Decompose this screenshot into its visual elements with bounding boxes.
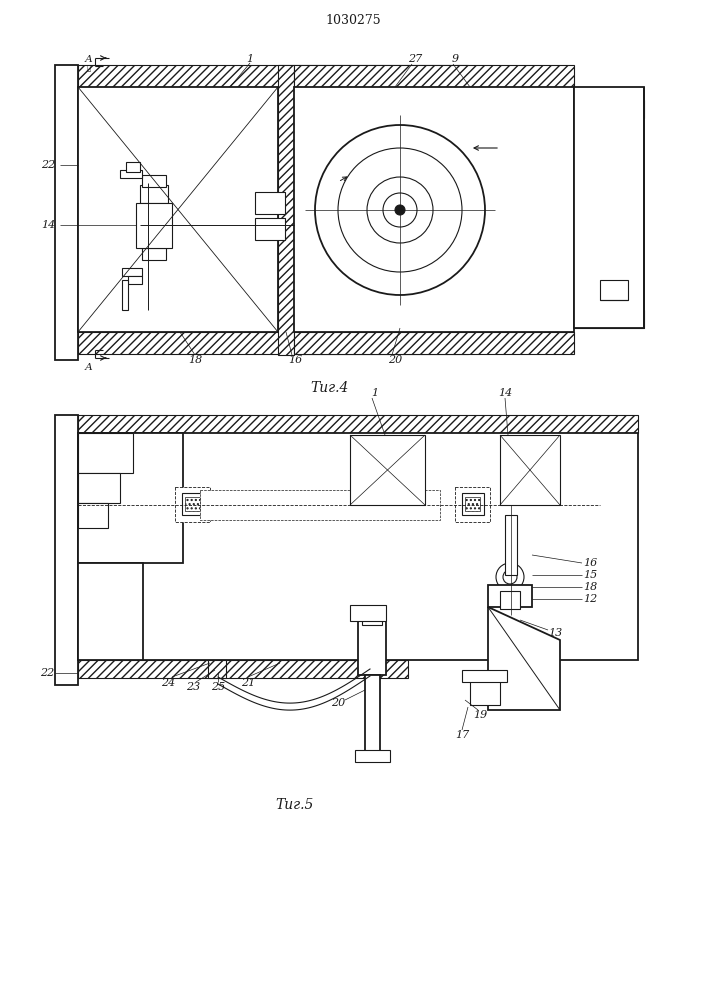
Text: А: А [85, 54, 93, 64]
Bar [78, 65, 468, 87]
Bar [350, 605, 386, 621]
Bar [358, 620, 386, 675]
Text: 25: 25 [211, 682, 225, 692]
Bar [182, 493, 204, 515]
Text: 14: 14 [41, 220, 55, 230]
Bar [278, 65, 294, 355]
Bar [78, 433, 133, 473]
Text: Τиг.4: Τиг.4 [311, 381, 349, 395]
Bar [122, 268, 142, 276]
Circle shape [395, 205, 405, 215]
Bar [255, 218, 285, 240]
Text: 14: 14 [498, 388, 512, 398]
Circle shape [315, 125, 485, 295]
Circle shape [338, 148, 462, 272]
Text: 1: 1 [371, 388, 378, 398]
Text: 9: 9 [452, 54, 459, 64]
Text: 22: 22 [40, 668, 54, 678]
Bar [140, 230, 168, 248]
Text: 22: 22 [41, 160, 55, 170]
Bar [78, 503, 108, 528]
Text: 24: 24 [161, 678, 175, 688]
Bar [126, 162, 140, 172]
Bar [365, 675, 380, 755]
Bar [505, 515, 517, 575]
Bar [78, 87, 278, 332]
Bar [574, 310, 644, 328]
Text: 19: 19 [473, 710, 487, 720]
Text: 18: 18 [188, 355, 202, 365]
Text: 21: 21 [241, 678, 255, 688]
Text: 1: 1 [247, 54, 254, 64]
Text: 1030275: 1030275 [325, 13, 381, 26]
Bar [574, 100, 644, 118]
Text: 16: 16 [583, 558, 597, 568]
Bar [294, 87, 574, 332]
Text: 27: 27 [408, 54, 422, 64]
Text: 16: 16 [288, 355, 302, 365]
Bar [78, 433, 183, 563]
Bar [78, 473, 120, 503]
Circle shape [383, 193, 417, 227]
Bar [362, 610, 382, 625]
Bar [294, 65, 574, 87]
Bar [136, 203, 172, 248]
Bar [55, 65, 78, 360]
Text: 23: 23 [186, 682, 200, 692]
Bar [600, 280, 628, 300]
Text: 17: 17 [455, 730, 469, 740]
Bar [142, 175, 166, 187]
Bar [462, 493, 484, 515]
Polygon shape [488, 607, 560, 710]
Bar [355, 750, 390, 762]
Bar [462, 670, 507, 682]
Text: 12: 12 [583, 594, 597, 604]
Bar [500, 435, 560, 505]
Bar [470, 675, 500, 705]
Text: 20: 20 [331, 698, 345, 708]
Bar [140, 185, 168, 203]
Circle shape [367, 177, 433, 243]
Circle shape [503, 570, 517, 584]
Bar [175, 487, 210, 522]
Text: Τиг.5: Τиг.5 [276, 798, 314, 812]
Bar [500, 591, 520, 609]
Text: 13: 13 [548, 628, 562, 638]
Bar [294, 332, 574, 354]
Bar [78, 332, 468, 354]
Bar [455, 487, 490, 522]
Text: 18: 18 [583, 582, 597, 592]
Bar [142, 248, 166, 260]
Text: ⃗: ⃗ [87, 63, 91, 71]
Bar [78, 563, 143, 660]
Bar [78, 660, 408, 678]
Text: А: А [85, 362, 93, 371]
Bar [120, 170, 142, 178]
Bar [55, 415, 78, 685]
Circle shape [496, 563, 524, 591]
Text: 15: 15 [583, 570, 597, 580]
Bar [78, 415, 638, 433]
Bar [255, 192, 285, 214]
Bar [78, 433, 638, 660]
Bar [488, 585, 532, 607]
Bar [574, 87, 644, 328]
Bar [465, 497, 480, 511]
Bar [185, 497, 200, 511]
Bar [208, 660, 226, 678]
Bar [122, 280, 128, 310]
Bar [200, 490, 440, 520]
Text: 20: 20 [388, 355, 402, 365]
Bar [350, 435, 425, 505]
Bar [128, 276, 142, 284]
